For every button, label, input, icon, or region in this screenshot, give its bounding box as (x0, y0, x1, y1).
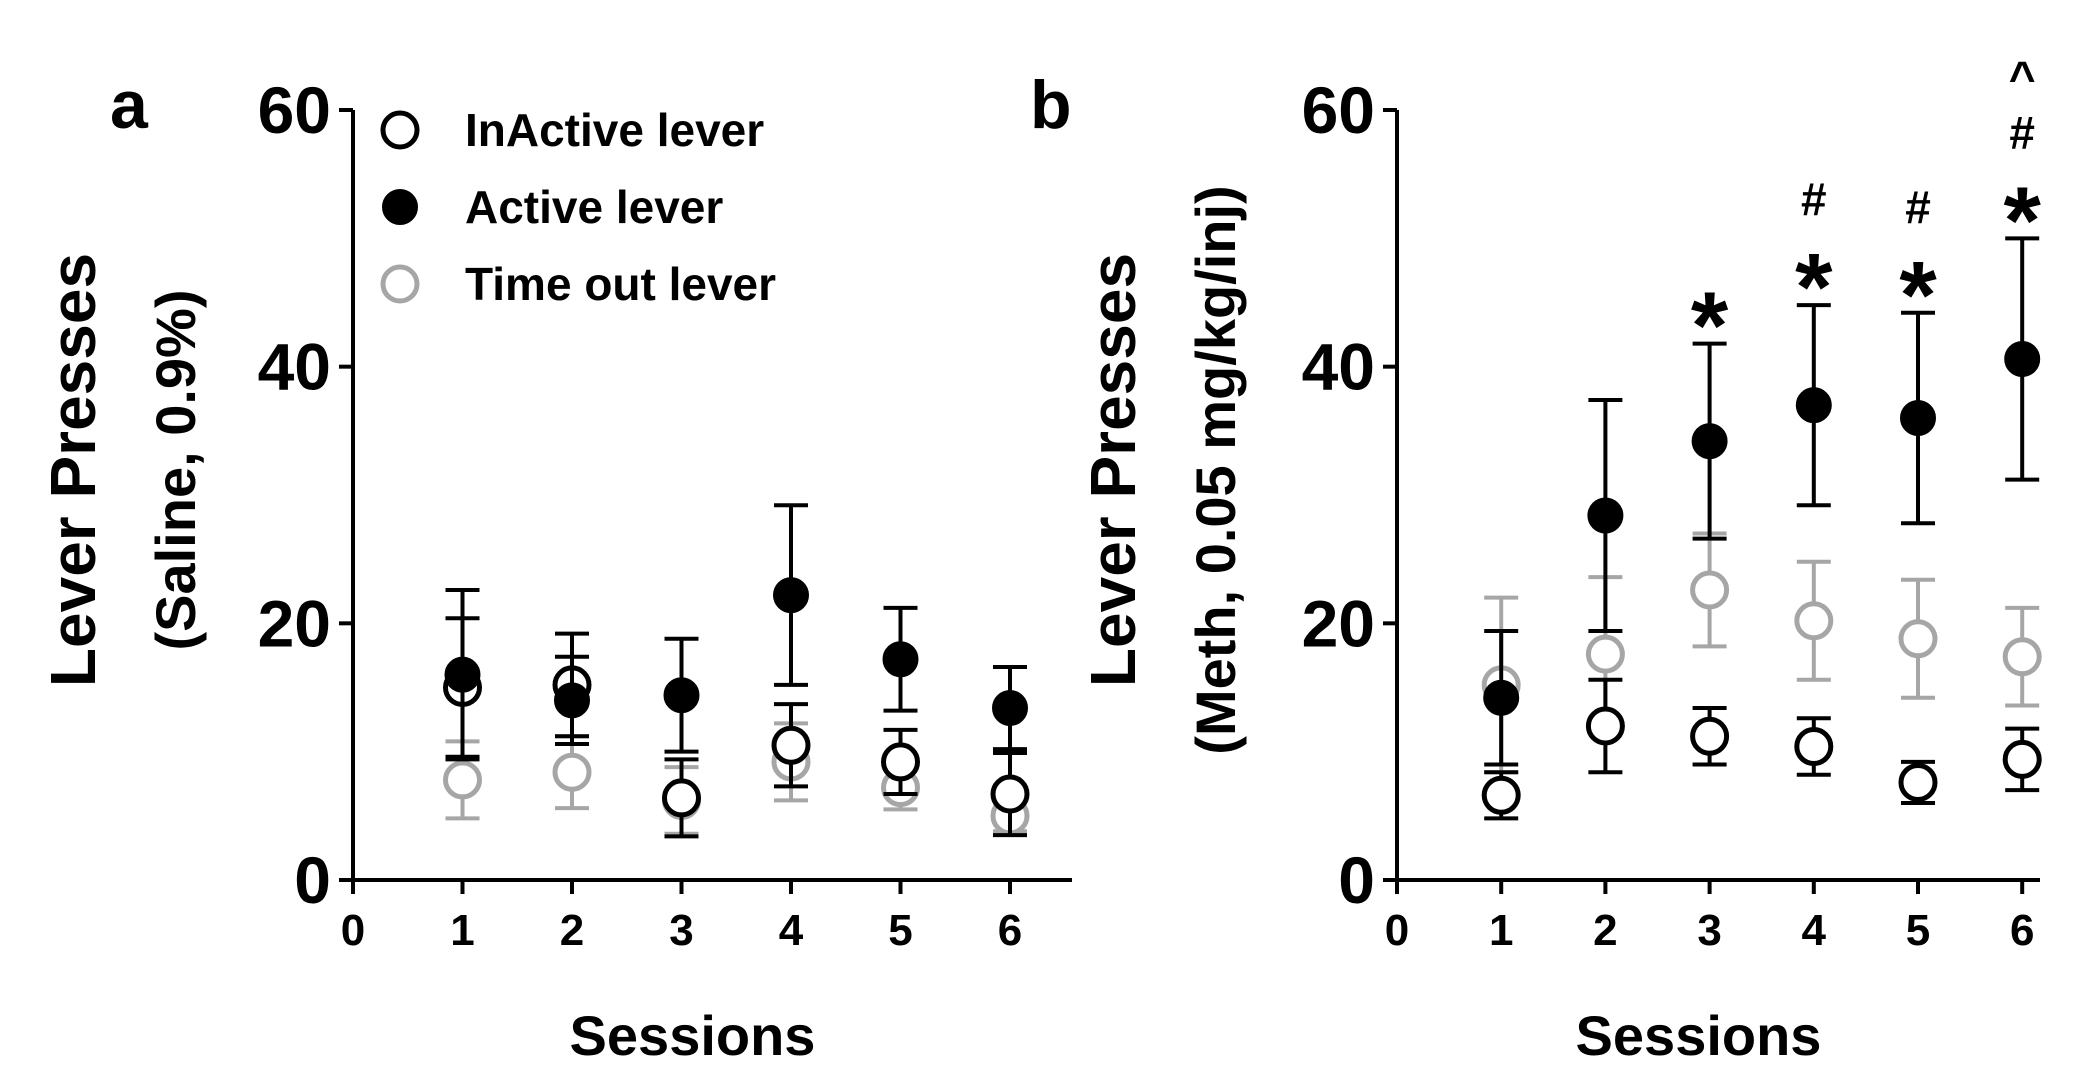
x-tick-label: 3 (1697, 906, 1721, 955)
y-tick-label: 0 (1338, 843, 1375, 917)
y-tick-label: 40 (1302, 330, 1375, 404)
y-tick-label: 20 (1302, 586, 1375, 660)
x-tick-label: 2 (1593, 906, 1617, 955)
significance-mark: # (2009, 106, 2035, 158)
data-point-inactive (1898, 762, 1938, 802)
series-inactive (443, 616, 1030, 839)
series-active (444, 503, 1028, 762)
y-tick-label: 20 (258, 586, 331, 660)
data-point-active (1795, 387, 1832, 424)
significance-mark: * (2004, 167, 2042, 274)
series-timeout (1481, 531, 2042, 775)
data-point-inactive (1585, 706, 1625, 746)
significance-mark: * (1795, 234, 1833, 341)
data-point-active (773, 577, 809, 614)
data-point-timeout (1585, 634, 1625, 674)
data-point-timeout (2002, 637, 2042, 677)
x-tick-label: 4 (779, 906, 804, 955)
data-point-timeout (1794, 601, 1834, 641)
y-axis-label-line1: Lever Presses (1077, 253, 1149, 687)
data-point-inactive (2002, 739, 2042, 779)
legend-label-active: Active lever (465, 181, 723, 233)
series-timeout (443, 721, 1030, 836)
significance-mark: ^ (2009, 51, 2036, 103)
data-point-active (992, 690, 1028, 727)
legend: InActive lever Active lever Time out lever (380, 104, 776, 310)
panel-label: a (110, 67, 149, 143)
x-tick-label: 6 (998, 906, 1022, 955)
y-tick-label: 60 (1302, 73, 1375, 147)
data-point-active (663, 677, 700, 714)
data-point-timeout (1690, 570, 1730, 610)
significance-mark: # (1801, 173, 1827, 225)
x-tick-label: 5 (888, 906, 912, 955)
legend-marker-inactive (380, 110, 420, 150)
data-point-inactive (1690, 716, 1730, 756)
legend-label-timeout: Time out lever (465, 258, 776, 310)
x-tick-label: 0 (1385, 906, 1409, 955)
significance-mark: * (1899, 242, 1937, 349)
data-point-inactive (771, 725, 811, 765)
y-tick-label: 60 (258, 73, 331, 147)
data-point-active (2004, 340, 2041, 377)
significance-mark: # (1905, 181, 1931, 233)
data-point-inactive (662, 778, 701, 818)
panel-a-chart: 0 20 40 60 0 1 2 3 4 5 6 Sessions Lever Presses (Sali… (37, 67, 1072, 1067)
data-point-active (1691, 423, 1728, 460)
x-axis-label: Sessions (570, 1004, 816, 1067)
y-axis-label-line1: Lever Presses (37, 253, 109, 687)
x-tick-label: 0 (341, 906, 365, 955)
data-point-active (1900, 400, 1936, 436)
x-tick-label: 1 (1489, 906, 1513, 955)
x-tick-label: 5 (1906, 906, 1930, 955)
series-active (1483, 236, 2041, 767)
panel-label: b (1030, 67, 1072, 143)
legend-marker-timeout (380, 264, 420, 304)
data-point-active (1483, 679, 1520, 716)
significance-mark: * (1691, 273, 1729, 380)
legend-marker-active (382, 189, 418, 225)
data-point-active (1587, 497, 1624, 534)
x-tick-label: 6 (2010, 906, 2034, 955)
y-axis-label-line2: (Meth, 0.05 mg/kg/inj) (1184, 185, 1247, 754)
data-point-inactive (1481, 775, 1521, 815)
panel-b-chart: 0 20 40 60 0 1 2 3 4 5 6 Sessions Lever Presses (Meth… (1030, 51, 2042, 1067)
y-tick-label: 40 (258, 330, 331, 404)
data-point-inactive (881, 742, 920, 782)
data-point-timeout (443, 760, 482, 800)
data-point-timeout (552, 752, 592, 792)
x-tick-label: 3 (669, 906, 693, 955)
data-point-timeout (1898, 619, 1938, 659)
data-point-inactive (990, 774, 1030, 814)
data-point-active (554, 682, 590, 719)
y-axis-label-line2: (Saline, 0.9%) (144, 289, 207, 650)
data-point-active (882, 641, 919, 678)
x-axis-label: Sessions (1576, 1004, 1822, 1067)
x-tick-label: 4 (1802, 906, 1827, 955)
x-tick-label: 2 (560, 906, 584, 955)
y-tick-label: 0 (294, 843, 331, 917)
series-inactive (1481, 677, 2042, 821)
data-point-active (444, 656, 481, 693)
x-tick-label: 1 (450, 906, 474, 955)
legend-label-inactive: InActive lever (465, 104, 764, 156)
data-point-inactive (1794, 727, 1834, 767)
